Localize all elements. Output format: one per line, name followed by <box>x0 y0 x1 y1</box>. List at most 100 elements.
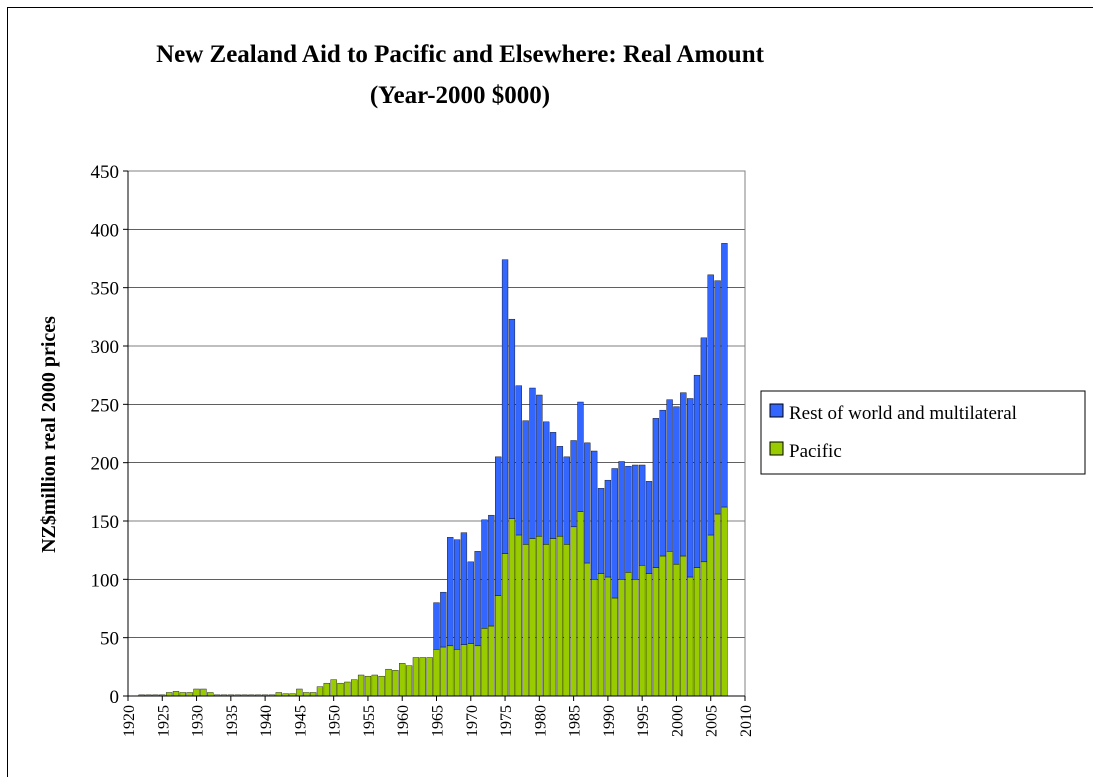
bar-rest-of-world <box>673 406 680 565</box>
bar-rest-of-world <box>481 519 488 629</box>
bar-rest-of-world <box>467 561 474 644</box>
bar-rest-of-world <box>536 394 543 537</box>
bar-pacific <box>597 573 605 697</box>
bar-rest-of-world <box>645 481 653 574</box>
bar-rest-of-world <box>604 479 612 578</box>
bar-rest-of-world <box>549 432 557 539</box>
chart-subtitle: (Year-2000 $000) <box>369 82 551 109</box>
legend-label-pacific: Pacific <box>789 441 842 462</box>
bar-rest-of-world <box>563 456 570 545</box>
bar-rest-of-world <box>591 450 598 580</box>
legend-box <box>760 390 1086 475</box>
bar-rest-of-world <box>693 374 701 568</box>
bar-pacific <box>200 688 207 697</box>
bar-rest-of-world <box>700 337 708 563</box>
bar-rest-of-world <box>625 465 632 573</box>
bar-pacific <box>186 692 193 697</box>
bar-pacific <box>693 567 701 697</box>
y-tick-labels: 0 50 100 150 200 250 300 350 400 450 <box>91 162 120 708</box>
bar-rest-of-world <box>611 468 618 599</box>
bar-pacific <box>323 682 330 697</box>
bar-rest-of-world <box>721 243 728 508</box>
chart-title: New Zealand Aid to Pacific and Elsewhere… <box>156 41 764 68</box>
bar-pacific <box>193 688 200 697</box>
bar-pacific <box>543 544 550 697</box>
bar-pacific <box>303 692 310 697</box>
x-tick-label: 1995 <box>635 705 652 737</box>
bar-rest-of-world <box>529 387 536 539</box>
bar-rest-of-world <box>433 602 440 650</box>
bar-pacific <box>645 573 653 697</box>
bar-rest-of-world <box>652 418 660 568</box>
bar-pacific <box>659 555 666 697</box>
x-tick-label: 1925 <box>155 705 172 737</box>
x-tick-label: 1965 <box>430 705 447 737</box>
x-tick-label: 1945 <box>292 705 309 737</box>
bar-pacific <box>344 681 351 697</box>
bar-pacific <box>515 534 522 697</box>
y-tick-label: 300 <box>91 337 120 358</box>
x-tick-label: 1970 <box>464 705 481 737</box>
bar-pacific <box>474 645 481 697</box>
x-tick-label: 1960 <box>395 705 412 737</box>
y-tick-label: 200 <box>91 454 120 475</box>
bar-rest-of-world <box>508 318 516 519</box>
x-tick-label: 2010 <box>738 705 755 737</box>
bar-pacific <box>165 692 173 697</box>
bar-pacific <box>584 562 591 697</box>
bar-pacific <box>337 682 344 697</box>
bar-pacific <box>700 561 708 697</box>
legend-swatch-pacific <box>769 441 784 456</box>
gridlines <box>128 170 745 638</box>
bar-rest-of-world <box>680 392 687 557</box>
bar-rest-of-world <box>522 420 529 545</box>
bar-rest-of-world <box>639 464 646 566</box>
bar-pacific <box>577 511 584 697</box>
x-tick-label: 1930 <box>190 705 207 737</box>
y-tick-label: 350 <box>91 279 120 300</box>
bar-pacific <box>426 657 433 697</box>
bar-pacific <box>652 567 660 697</box>
bar-rest-of-world <box>488 514 495 627</box>
bar-rest-of-world <box>474 551 481 647</box>
bar-pacific <box>412 657 420 697</box>
x-tick-label: 1940 <box>258 705 275 737</box>
bar-pacific <box>687 576 694 697</box>
bar-pacific <box>467 643 474 697</box>
bar-pacific <box>309 692 317 697</box>
bar-pacific <box>604 576 612 697</box>
bar-rest-of-world <box>543 421 550 545</box>
y-tick-label: 50 <box>100 629 119 650</box>
y-tick-label: 450 <box>91 162 120 183</box>
bar-rest-of-world <box>618 461 625 580</box>
bar-pacific <box>316 686 324 697</box>
bar-pacific <box>488 625 495 697</box>
bar-rest-of-world <box>666 399 673 552</box>
bar-pacific <box>296 688 303 697</box>
bar-rest-of-world <box>556 446 564 537</box>
bar-rest-of-world <box>714 280 721 515</box>
bar-pacific <box>618 579 625 697</box>
y-tick-label: 0 <box>110 687 120 708</box>
x-tick-label: 1990 <box>601 705 618 737</box>
bar-pacific <box>385 668 392 697</box>
bar-pacific <box>357 674 365 697</box>
bar-pacific <box>378 675 385 697</box>
x-tick-labels: 1920 1925 1930 1935 1940 1945 1950 1955 1960 1965… <box>121 705 755 737</box>
bar-pacific <box>707 534 714 697</box>
bar-pacific <box>460 644 468 697</box>
bar-pacific <box>419 657 426 697</box>
bar-pacific <box>570 526 577 697</box>
bar-rest-of-world <box>687 398 694 578</box>
bar-pacific <box>399 663 406 697</box>
bar-pacific <box>275 692 282 697</box>
bar-pacific <box>591 579 598 697</box>
x-tick-label: 2005 <box>704 705 721 737</box>
bar-rest-of-world <box>577 401 584 512</box>
bar-rest-of-world <box>584 442 591 564</box>
bar-pacific <box>522 544 529 697</box>
bar-pacific <box>508 518 516 697</box>
bar-pacific <box>172 691 180 697</box>
x-tick-label: 2000 <box>669 705 686 737</box>
